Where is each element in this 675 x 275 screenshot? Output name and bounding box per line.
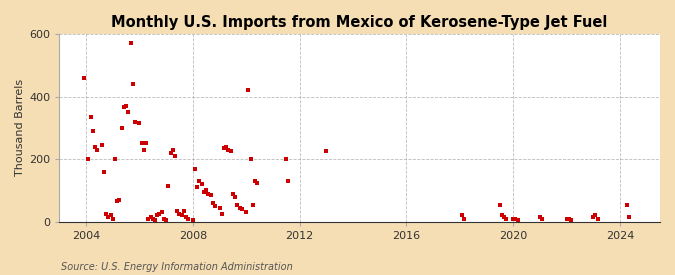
Point (105, 213, 116, 218)
Point (99, 169, 109, 174)
Point (89, 144, 100, 149)
Point (221, 144, 232, 149)
Point (112, 199, 123, 204)
Point (183, 216, 194, 221)
Point (245, 157, 256, 161)
Point (114, 198, 125, 202)
Point (101, 212, 111, 216)
Point (566, 218, 576, 222)
Point (136, 141, 147, 146)
Point (564, 216, 574, 221)
Point (248, 202, 259, 207)
Point (145, 215, 156, 219)
Point (87, 129, 98, 133)
Point (192, 185, 202, 189)
Point (200, 188, 211, 192)
Y-axis label: Thousand Barrels: Thousand Barrels (15, 79, 25, 176)
Point (96, 143, 107, 147)
Point (103, 215, 113, 219)
Point (459, 216, 470, 221)
Point (165, 151, 176, 155)
Point (152, 213, 163, 218)
Point (174, 212, 185, 216)
Point (134, 121, 145, 125)
Title: Monthly U.S. Imports from Mexico of Kerosene-Type Jet Fuel: Monthly U.S. Imports from Mexico of Kero… (111, 15, 608, 30)
Point (163, 183, 173, 188)
Point (190, 166, 200, 171)
Point (198, 190, 209, 194)
Point (283, 179, 294, 183)
Point (130, 119, 140, 124)
Point (207, 201, 218, 205)
Point (154, 212, 165, 216)
Point (225, 149, 236, 153)
Point (510, 216, 520, 221)
Point (499, 215, 510, 219)
Point (172, 208, 183, 213)
Point (147, 216, 158, 221)
Point (227, 191, 238, 196)
Point (125, 41, 136, 46)
Point (219, 146, 230, 150)
Point (214, 205, 225, 210)
Point (241, 210, 252, 214)
Point (590, 213, 601, 218)
Point (128, 82, 138, 86)
Point (232, 202, 243, 207)
Point (223, 148, 234, 152)
Point (176, 213, 187, 218)
Point (156, 210, 167, 214)
Point (561, 216, 572, 221)
Point (159, 216, 169, 221)
Point (243, 88, 254, 92)
Point (281, 157, 292, 161)
Point (501, 216, 512, 221)
Point (588, 215, 599, 219)
Point (188, 218, 198, 222)
Point (123, 110, 134, 114)
Point (216, 212, 227, 216)
Point (209, 204, 220, 208)
Point (194, 179, 205, 183)
Point (497, 213, 508, 218)
Point (456, 213, 467, 218)
Point (116, 126, 127, 130)
Point (234, 205, 245, 210)
Point (196, 182, 207, 186)
Point (179, 208, 190, 213)
Point (92, 148, 103, 152)
Point (119, 105, 130, 110)
Point (252, 180, 263, 185)
Point (169, 154, 180, 158)
Point (205, 193, 216, 197)
Point (140, 141, 151, 146)
Point (621, 202, 632, 207)
Point (78, 76, 89, 80)
Text: Source: U.S. Energy Information Administration: Source: U.S. Energy Information Administ… (61, 262, 292, 272)
Point (535, 215, 545, 219)
Point (181, 215, 192, 219)
Point (321, 149, 331, 153)
Point (624, 215, 634, 219)
Point (537, 216, 547, 221)
Point (508, 216, 518, 221)
Point (161, 218, 171, 222)
Point (107, 216, 118, 221)
Point (149, 218, 160, 222)
Point (494, 202, 505, 207)
Point (83, 157, 94, 161)
Point (85, 115, 96, 119)
Point (203, 191, 214, 196)
Point (138, 148, 149, 152)
Point (593, 216, 603, 221)
Point (109, 157, 120, 161)
Point (236, 207, 247, 211)
Point (143, 216, 154, 221)
Point (512, 218, 523, 222)
Point (230, 194, 240, 199)
Point (250, 179, 261, 183)
Point (167, 148, 178, 152)
Point (121, 104, 132, 108)
